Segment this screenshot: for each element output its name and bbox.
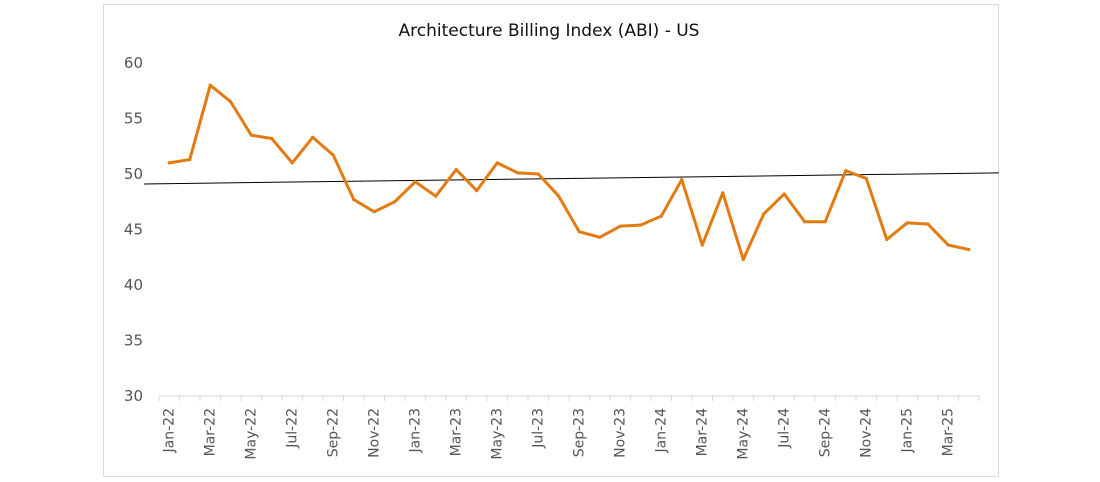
x-tick-label: Nov-22 xyxy=(366,408,382,458)
abi-data-point xyxy=(495,161,499,165)
abi-data-point xyxy=(741,257,745,262)
abi-data-point xyxy=(823,220,827,224)
x-tick-label: Sep-24 xyxy=(817,408,833,457)
x-tick-label: Jan-23 xyxy=(407,408,423,453)
x-tick-label: Jul-22 xyxy=(284,408,300,449)
x-axis-labels: Jan-22 Mar-22 May-22 Jul-22 Sep-22 Nov-22 Jan-… xyxy=(161,408,956,460)
y-tick-label: 55 xyxy=(124,110,143,128)
x-axis xyxy=(158,395,980,401)
series-layer xyxy=(143,83,1000,262)
x-tick-label: May-22 xyxy=(243,408,259,460)
x-tick-label: Jul-23 xyxy=(530,408,546,449)
y-tick-label: 30 xyxy=(124,387,143,405)
x-tick-label: Nov-24 xyxy=(858,408,874,458)
abi-data-point xyxy=(188,157,192,162)
x-tick-label: Mar-23 xyxy=(448,408,464,456)
abi-data-point xyxy=(598,235,602,239)
x-tick-label: Sep-23 xyxy=(571,408,587,457)
abi-data-point xyxy=(577,230,581,234)
abi-data-point xyxy=(290,161,294,165)
abi-data-point xyxy=(434,194,438,198)
abi-data-point xyxy=(454,167,458,172)
x-tick-label: Jul-24 xyxy=(776,408,792,449)
abi-data-point xyxy=(946,243,950,247)
x-tick-label: May-24 xyxy=(735,408,751,460)
abi-data-point xyxy=(782,192,786,196)
x-tick-label: Jan-25 xyxy=(899,408,915,453)
abi-data-point xyxy=(803,220,807,224)
abi-data-point xyxy=(844,169,848,173)
y-tick-label: 40 xyxy=(124,276,143,294)
abi-data-point xyxy=(249,133,253,137)
abi-data-point xyxy=(229,100,233,104)
abi-data-point xyxy=(167,161,171,165)
x-tick-label: Mar-22 xyxy=(202,408,218,456)
chart-area xyxy=(103,4,999,477)
abi-data-point xyxy=(208,83,212,87)
abi-data-point xyxy=(680,177,684,182)
abi-data-point xyxy=(536,172,540,176)
x-tick-label: Sep-22 xyxy=(325,408,341,457)
abi-data-point xyxy=(270,136,274,141)
abi-data-point xyxy=(905,221,909,225)
chart-title: Architecture Billing Index (ABI) - US xyxy=(399,21,700,41)
x-tick-label: Nov-23 xyxy=(612,408,628,458)
abi-data-point xyxy=(618,224,622,228)
abi-data-point xyxy=(864,176,868,181)
abi-data-point xyxy=(393,200,397,204)
abi-data-point xyxy=(557,194,561,198)
abi-data-point xyxy=(967,247,971,252)
abi-data-point xyxy=(413,180,417,184)
abi-data-point xyxy=(926,222,930,226)
abi-data-point xyxy=(885,237,889,242)
y-tick-label: 50 xyxy=(124,165,143,183)
y-tick-label: 45 xyxy=(124,221,143,239)
y-tick-label: 60 xyxy=(124,54,143,72)
abi-data-point xyxy=(331,153,335,157)
abi-data-point xyxy=(516,171,520,175)
y-tick-label: 35 xyxy=(124,332,143,350)
abi-data-point xyxy=(659,214,663,218)
reference-line xyxy=(143,172,1000,185)
abi-data-point xyxy=(700,243,704,247)
abi-data-point xyxy=(762,212,766,216)
x-tick-label: Mar-25 xyxy=(940,408,956,456)
abi-data-point xyxy=(721,191,725,195)
abi-series-line xyxy=(167,83,971,261)
abi-data-point xyxy=(311,135,315,139)
y-axis-labels: 30 35 40 45 50 55 60 xyxy=(124,54,143,405)
abi-data-point xyxy=(475,189,479,193)
x-tick-label: Mar-24 xyxy=(694,408,710,456)
abi-data-point xyxy=(372,210,376,214)
x-tick-label: Jan-24 xyxy=(653,408,669,454)
abi-data-point xyxy=(639,223,643,227)
x-tick-label: May-23 xyxy=(489,408,505,460)
x-tick-label: Jan-22 xyxy=(161,408,177,453)
abi-data-point xyxy=(352,197,356,202)
